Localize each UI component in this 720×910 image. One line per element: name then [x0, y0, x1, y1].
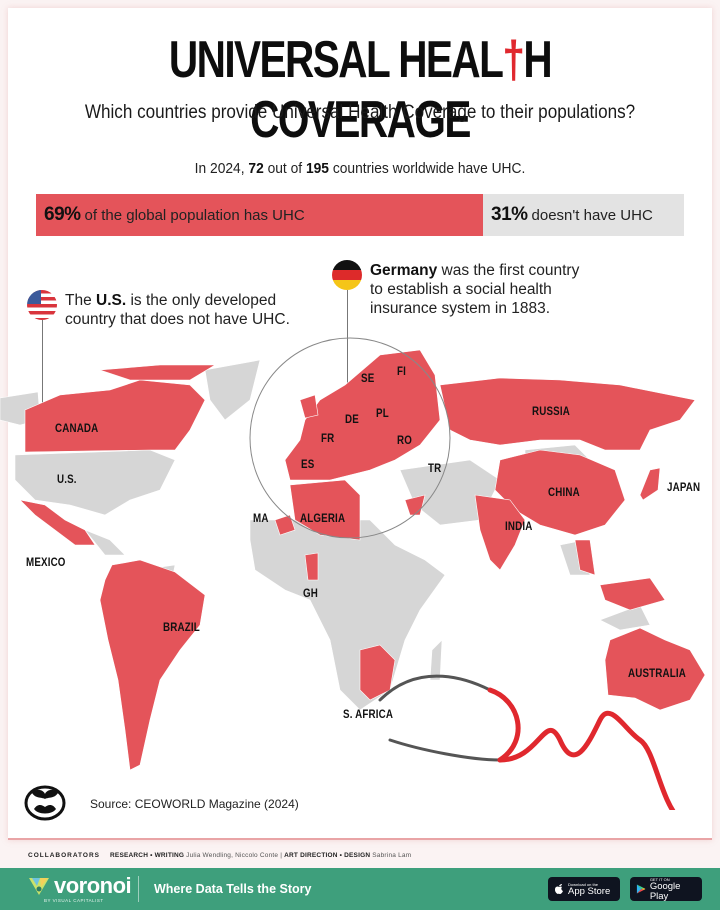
map-label-australia: AUSTRALIA [628, 668, 687, 680]
map-label-ghana: GH [303, 588, 319, 600]
app-store-big-text: App Store [568, 885, 611, 897]
no-uhc-segment: 31% doesn't have UHC [483, 194, 684, 236]
map-label-sweden: SE [361, 373, 375, 385]
greenland-shape [204, 359, 261, 421]
title-text-2: H COVERAGE [250, 31, 553, 149]
source-text: Source: CEOWORLD Magazine (2024) [90, 797, 299, 811]
subtitle: Which countries provide Universal Health… [84, 102, 636, 123]
mexico-shape [19, 499, 96, 546]
germany-callout-line1: was the first country [437, 262, 580, 279]
us-flag-icon [27, 290, 57, 320]
has-uhc-percent: 69% [44, 204, 81, 225]
ghana-shape [304, 552, 319, 581]
app-store-button[interactable]: Download on the App Store [548, 877, 620, 901]
map-label-mexico: MEXICO [26, 557, 66, 569]
google-play-big-text: Google Play [649, 880, 681, 902]
google-play-button[interactable]: GET IT ON Google Play [630, 877, 702, 901]
map-label-china: CHINA [548, 487, 580, 499]
has-uhc-segment: 69% of the global population has UHC [36, 194, 483, 236]
canada-shape [24, 379, 206, 453]
india-shape [474, 494, 526, 571]
map-label-us: U.S. [57, 474, 77, 486]
map-label-spain: ES [301, 459, 315, 471]
europe-shape [284, 349, 441, 481]
page-title: UNIVERSAL HEAL†H COVERAGE [79, 30, 641, 150]
us-callout-bold: U.S. [96, 292, 127, 309]
map-label-canada: CANADA [55, 423, 99, 435]
japan-shape [639, 467, 661, 501]
algeria-shape [289, 479, 361, 541]
stat-line: In 2024, 72 out of 195 countries worldwi… [29, 160, 691, 177]
map-label-france: FR [321, 433, 335, 445]
map-label-romania: RO [397, 435, 413, 447]
us-callout-line2: country that does not have UHC. [65, 311, 290, 328]
research-label: RESEARCH • WRITING [110, 852, 185, 859]
germany-flag-icon [332, 260, 362, 290]
stat-prefix: In 2024, [194, 160, 249, 177]
morocco-shape [274, 514, 296, 536]
us-shape [14, 449, 176, 516]
world-map [0, 337, 706, 810]
medical-cross-icon: † [502, 31, 525, 89]
us-callout: The U.S. is the only developed country t… [65, 291, 290, 329]
design-names: Sabrina Lam [372, 852, 412, 859]
google-play-icon [636, 884, 646, 894]
voronoi-logo-icon [29, 878, 49, 895]
design-label: ART DIRECTION • DESIGN [284, 852, 371, 859]
google-play-small-text: GET IT ON [649, 876, 670, 882]
population-bar: 69% of the global population has UHC 31%… [36, 194, 684, 236]
germany-callout-line3: insurance system in 1883. [370, 300, 551, 317]
germany-callout: Germany was the first country to establi… [370, 261, 579, 318]
credits-separator: | [280, 852, 283, 859]
apple-icon [555, 884, 563, 894]
germany-callout-bold: Germany [370, 262, 438, 279]
us-callout-prefix: The [65, 292, 97, 309]
map-label-germany: DE [345, 414, 359, 426]
app-store-small-text: Download on the [568, 881, 599, 887]
map-label-turkey: TR [428, 463, 442, 475]
footer-divider [138, 876, 139, 902]
stat-suffix: countries worldwide have UHC. [328, 160, 526, 177]
germany-pin-line [347, 290, 348, 420]
map-label-south-africa: S. AFRICA [343, 709, 394, 721]
us-pin-line [42, 320, 43, 450]
stat-total: 195 [305, 160, 329, 177]
title-text-1: UNIVERSAL HEAL [168, 31, 504, 89]
south-america-shape [99, 559, 206, 771]
russia-shape [439, 377, 696, 451]
voronoi-logo[interactable]: voronoi [28, 873, 132, 899]
australia-shape [604, 627, 706, 711]
research-names: Julia Wendling, Niccolo Conte [186, 852, 279, 859]
no-uhc-percent: 31% [491, 204, 528, 225]
no-uhc-label: doesn't have UHC [531, 206, 653, 224]
africa-shape [249, 519, 446, 711]
map-label-finland: FI [397, 366, 407, 378]
credits-line: COLLABORATORS RESEARCH • WRITING Julia W… [28, 852, 411, 859]
map-label-russia: RUSSIA [532, 406, 570, 418]
map-label-brazil: BRAZIL [163, 622, 200, 634]
germany-callout-line2: to establish a social health [370, 281, 552, 298]
map-label-algeria: ALGERIA [300, 513, 346, 525]
us-callout-line1: is the only developed [126, 292, 277, 309]
voronoi-subtitle: BY VISUAL CAPITALIST [44, 898, 104, 903]
publisher-logo-icon [24, 785, 66, 821]
collaborators-label: COLLABORATORS [28, 852, 100, 859]
map-label-morocco: MA [253, 513, 269, 525]
europe-focus-circle [249, 337, 451, 539]
map-label-japan: JAPAN [667, 482, 701, 494]
map-label-india: INDIA [505, 521, 533, 533]
stat-count: 72 [248, 160, 264, 177]
footer-tagline: Where Data Tells the Story [154, 882, 312, 896]
stat-middle: out of [263, 160, 306, 177]
stethoscope-illustration [378, 674, 676, 810]
voronoi-wordmark: voronoi [54, 873, 132, 898]
map-label-poland: PL [376, 408, 389, 420]
has-uhc-label: of the global population has UHC [84, 206, 305, 224]
